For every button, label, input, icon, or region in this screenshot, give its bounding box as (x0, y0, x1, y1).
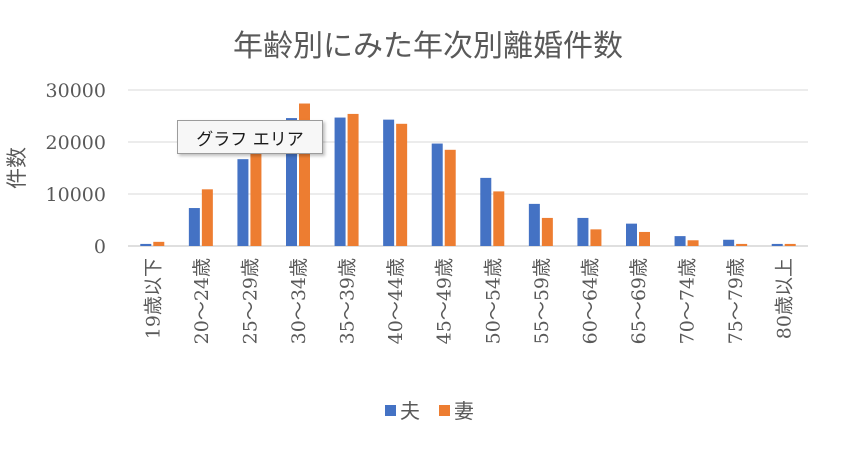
bar-wife (784, 243, 796, 246)
x-tick-label: 80歳以上 (774, 258, 796, 339)
x-tick-label: 25～29歳 (239, 258, 261, 344)
legend-entry[interactable]: 夫 (385, 399, 420, 423)
bar-husband (188, 208, 200, 246)
x-axis-ticks: 19歳以下 20～24歳 25～29歳 30～34歳 35～39歳 40～44歳 45～49… (142, 258, 795, 344)
x-tick-label: 20～24歳 (191, 258, 213, 344)
gridlines (128, 89, 808, 247)
bar-husband (383, 119, 395, 246)
x-tick-label: 45～49歳 (434, 258, 456, 344)
x-tick-label: 35～39歳 (337, 258, 359, 344)
bars (140, 103, 796, 247)
bar-husband (140, 243, 152, 246)
bar-wife (590, 229, 602, 246)
bar-wife (687, 240, 699, 246)
bar-wife (396, 123, 408, 246)
bar-wife (639, 231, 650, 246)
bar-wife (541, 217, 553, 246)
legend-entry[interactable]: 妻 (439, 399, 474, 423)
x-tick-label: 40～44歳 (385, 258, 407, 344)
x-tick-label: 60～64歳 (579, 258, 601, 344)
bar-wife (153, 241, 165, 246)
x-tick-label: 19歳以下 (142, 258, 164, 339)
x-tick-label: 75～79歳 (725, 258, 747, 344)
y-tick-label: 10000 (46, 184, 106, 206)
x-tick-label: 65～69歳 (628, 258, 650, 344)
bar-husband (723, 239, 735, 246)
bar-wife (250, 153, 262, 246)
bar-wife (493, 191, 505, 246)
bar-husband (626, 223, 637, 246)
bar-husband (771, 243, 783, 246)
bar-husband (431, 143, 443, 246)
bar-husband (528, 203, 540, 246)
bar-husband (480, 177, 492, 246)
bar-wife (201, 189, 213, 246)
bar-husband (334, 117, 346, 246)
bar-husband (577, 217, 589, 246)
bar-wife (299, 103, 310, 247)
y-tick-label: 30000 (46, 80, 106, 102)
x-tick-label: 50～54歳 (482, 258, 504, 344)
y-axis-ticks: 0 10000 20000 30000 (46, 80, 106, 258)
chart-title: 年齢別にみた年次別離婚件数 (233, 29, 623, 64)
legend-label: 夫 (400, 399, 420, 423)
chart-area-tooltip: グラフ エリア (177, 120, 323, 154)
bar-wife (444, 149, 456, 246)
bar-wife (347, 113, 359, 246)
bar-wife (736, 243, 748, 246)
y-tick-label: 0 (94, 236, 106, 258)
legend-swatch (439, 405, 450, 416)
legend-swatch (385, 405, 396, 416)
legend[interactable]: 夫妻 (385, 399, 474, 423)
x-tick-label: 70～74歳 (677, 258, 699, 344)
y-tick-label: 20000 (46, 132, 106, 154)
x-tick-label: 30～34歳 (288, 258, 310, 344)
legend-label: 妻 (454, 399, 474, 423)
bar-husband (237, 159, 249, 246)
bar-husband (674, 236, 686, 246)
y-axis-label: 件数 (5, 147, 29, 189)
x-tick-label: 55～59歳 (531, 258, 553, 344)
bar-husband (286, 118, 297, 246)
